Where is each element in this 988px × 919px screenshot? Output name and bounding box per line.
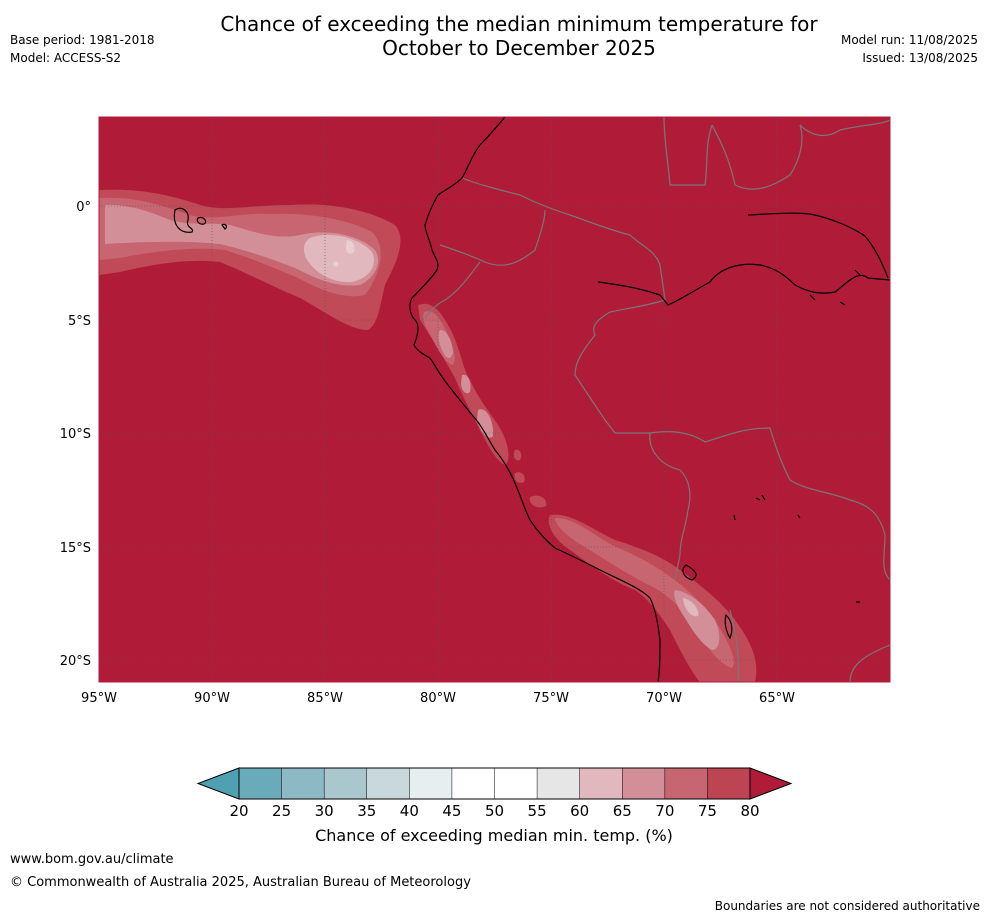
title-line-1: Chance of exceeding the median minimum t…	[220, 12, 818, 36]
colorbar-segment	[451, 767, 496, 800]
lon-label-65w: 65°W	[759, 691, 795, 706]
colorbar-tick-label: 55	[528, 802, 547, 820]
contour-60-65-coast	[438, 330, 453, 358]
lat-label-5s: 5°S	[68, 314, 91, 329]
boundary-disclaimer: Boundaries are not considered authoritat…	[714, 899, 980, 913]
colorbar-tick-label: 80	[740, 802, 759, 820]
lat-label-0: 0°	[76, 200, 91, 215]
colorbar-tick-label: 40	[400, 802, 419, 820]
colorbar-segment	[366, 767, 411, 800]
colorbar-tick-label: 60	[570, 802, 589, 820]
contour-55-60-west	[303, 234, 374, 283]
colorbar-segment	[579, 767, 624, 800]
lon-label-75w: 75°W	[533, 691, 569, 706]
latitude-labels: 0° 5°S 10°S 15°S 20°S	[60, 200, 91, 669]
contour-60-coast-spot2	[477, 409, 494, 438]
colorbar-tick-label: 75	[698, 802, 717, 820]
colorbar-segment	[323, 767, 368, 800]
contour-inner-light-2	[332, 261, 339, 267]
colorbar-frame	[238, 767, 751, 800]
lon-label-90w: 90°W	[194, 691, 230, 706]
colorbar-tick-labels: 20 25 30 35 40 45 50 55 60 65 70 75 80	[229, 802, 759, 820]
issued-date: Issued: 13/08/2025	[862, 51, 978, 65]
map-background	[99, 117, 890, 682]
colorbar-tick-label: 20	[229, 802, 248, 820]
coastlines	[173, 117, 890, 682]
lon-label-80w: 80°W	[420, 691, 456, 706]
model-name: Model: ACCESS-S2	[10, 51, 122, 65]
colorbar-segment	[409, 767, 453, 800]
meta-left: Base period: 1981-2018 Model: ACCESS-S2	[10, 31, 155, 67]
map-frame	[98, 116, 891, 683]
lat-label-15s: 15°S	[60, 541, 91, 556]
colorbar-segment	[707, 767, 751, 800]
map-svg: 0° 5°S 10°S 15°S 20°S 95°W 90°W 85°W 80°…	[60, 116, 891, 706]
contour-70-small2	[514, 472, 525, 483]
colorbar-segment	[536, 767, 581, 800]
colorbar-segment	[664, 767, 709, 800]
colorbar-tick-label: 50	[485, 802, 504, 820]
graticule	[99, 117, 890, 682]
contour-60-65-west	[105, 204, 379, 286]
country-boundaries	[424, 117, 890, 682]
longitude-labels: 95°W 90°W 85°W 80°W 75°W 70°W 65°W	[81, 691, 795, 706]
map-panel: 0° 5°S 10°S 15°S 20°S 95°W 90°W 85°W 80°…	[0, 100, 988, 724]
contour-inner-light	[345, 240, 355, 254]
colorbar-tick-label: 65	[613, 802, 632, 820]
colorbar-tick-label: 25	[272, 802, 291, 820]
colorbar-tick-label: 30	[315, 802, 334, 820]
lon-label-95w: 95°W	[81, 691, 117, 706]
colorbar-segments	[238, 767, 751, 800]
meta-right: Model run: 11/08/2025 Issued: 13/08/2025	[841, 31, 978, 67]
colorbar-segment	[238, 767, 283, 800]
colorbar-segment	[622, 767, 666, 800]
lat-label-10s: 10°S	[60, 427, 91, 442]
colorbar-tick-label: 45	[442, 802, 461, 820]
colorbar-label: Chance of exceeding median min. temp. (%…	[315, 826, 673, 845]
colorbar-over-arrow	[749, 767, 793, 800]
chart-title: Chance of exceeding the median minimum t…	[0, 12, 988, 60]
probability-contours	[99, 189, 757, 682]
contour-60-coast-spot1	[461, 374, 471, 394]
colorbar: 20 25 30 35 40 45 50 55 60 65 70 75 80	[196, 767, 793, 820]
colorbar-under-arrow	[196, 767, 240, 800]
base-period: Base period: 1981-2018	[10, 33, 155, 47]
contour-55-60-south	[683, 598, 699, 617]
lon-label-70w: 70°W	[646, 691, 682, 706]
colorbar-segment	[281, 767, 325, 800]
contour-70-small1	[513, 449, 522, 461]
colorbar-tick-label: 70	[655, 802, 674, 820]
lon-label-85w: 85°W	[307, 691, 343, 706]
lat-label-20s: 20°S	[60, 654, 91, 669]
contour-70-small3	[529, 495, 547, 508]
colorbar-tick-label: 35	[357, 802, 376, 820]
model-run: Model run: 11/08/2025	[840, 33, 978, 47]
colorbar-segment	[494, 767, 538, 800]
copyright-text: © Commonwealth of Australia 2025, Austra…	[10, 875, 471, 890]
website-link[interactable]: www.bom.gov.au/climate	[10, 852, 174, 867]
title-line-2: October to December 2025	[382, 36, 656, 60]
contour-65-70-south	[555, 517, 734, 668]
